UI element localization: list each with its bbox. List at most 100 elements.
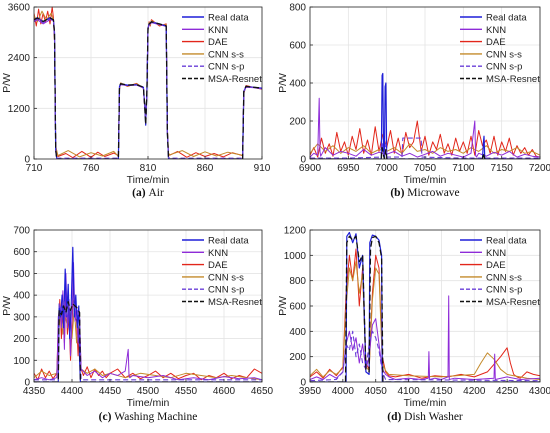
y-axis-label: P/W (1, 296, 13, 316)
caption-letter: (b) (390, 187, 407, 199)
y-tick-label: 0 (24, 155, 30, 166)
y-tick-label: 0 (300, 378, 306, 389)
series-line-cnn_ss (310, 143, 540, 156)
x-tick-label: 710 (26, 163, 43, 174)
legend-label: MSA-Resnet (208, 297, 262, 308)
y-tick-label: 200 (289, 117, 306, 128)
series-line-msa (310, 235, 540, 382)
series-line-cnn_sp (34, 294, 262, 381)
y-tick-label: 1200 (284, 226, 307, 237)
y-tick-label: 800 (289, 276, 306, 287)
series-line-msa (34, 301, 262, 382)
legend-label: CNN s-s (208, 49, 244, 60)
x-tick-label: 4300 (529, 386, 550, 397)
legend-label: Real data (208, 236, 249, 247)
y-tick-label: 400 (289, 327, 306, 338)
legend-label: DAE (208, 260, 228, 271)
series-group (34, 6, 262, 159)
legend-label: CNN s-p (208, 62, 244, 73)
caption-text: Air (148, 187, 164, 199)
chart-panel-3: 3950 4000 4050 4100 4150 4200 4250 4300 0 200 400 6… (277, 226, 550, 424)
x-tick-label: 4500 (137, 386, 160, 397)
y-tick-label: 0 (300, 155, 306, 166)
legend-label: CNN s-s (486, 272, 522, 283)
y-tick-label: 600 (289, 41, 306, 52)
y-axis-label: P/W (277, 73, 289, 93)
legend-label: Real data (208, 13, 249, 24)
legend-label: KNN (486, 248, 506, 259)
series-line-msa (310, 146, 540, 159)
legend-label: KNN (208, 248, 228, 259)
legend-label: CNN s-p (486, 285, 522, 296)
legend-label: KNN (208, 25, 228, 36)
x-tick-label: 4450 (99, 386, 122, 397)
legend-label: DAE (486, 37, 506, 48)
series-group (34, 246, 262, 382)
legend-label: MSA-Resnet (486, 74, 540, 85)
y-tick-label: 400 (13, 291, 30, 302)
series-group (310, 231, 540, 382)
y-tick-label: 700 (13, 226, 30, 237)
legend-label: CNN s-s (208, 272, 244, 283)
series-line-knn (310, 295, 540, 380)
x-tick-label: 6950 (337, 163, 360, 174)
chart-panel-1: 6900 6950 7000 7050 7100 7150 7200 0 200 400 600 80… (277, 3, 550, 200)
y-tick-label: 400 (289, 79, 306, 90)
legend-label: MSA-Resnet (208, 74, 262, 85)
x-tick-label: 7000 (376, 163, 399, 174)
x-tick-label: 810 (140, 163, 157, 174)
y-tick-label: 600 (289, 302, 306, 313)
panel-caption: (d) Dish Washer (387, 411, 463, 423)
panel-caption: (b) Microwave (390, 187, 459, 199)
series-line-dae (310, 120, 540, 158)
panel-caption: (a) Air (132, 187, 164, 199)
caption-text: Washing Machine (114, 411, 197, 423)
series-line-real (34, 246, 262, 382)
caption-letter: (a) (132, 187, 148, 199)
x-tick-label: 4650 (251, 386, 274, 397)
x-tick-label: 4250 (496, 386, 519, 397)
legend-label: Real data (486, 13, 527, 24)
y-tick-label: 600 (13, 247, 30, 258)
legend-label: DAE (486, 260, 506, 271)
x-axis-label: Time/min (127, 397, 170, 409)
panel-caption: (c) Washing Machine (99, 411, 198, 423)
legend-label: CNN s-p (208, 285, 244, 296)
series-line-cnn_sp (310, 330, 540, 382)
y-tick-label: 200 (289, 352, 306, 363)
legend-label: CNN s-s (486, 49, 522, 60)
legend-label: CNN s-p (486, 62, 522, 73)
x-tick-label: 4150 (430, 386, 453, 397)
x-tick-label: 4600 (213, 386, 236, 397)
y-tick-label: 500 (13, 269, 30, 280)
x-tick-label: 7050 (414, 163, 437, 174)
legend-label: Real data (486, 236, 527, 247)
x-tick-label: 910 (254, 163, 271, 174)
x-tick-label: 7200 (529, 163, 550, 174)
x-tick-label: 4550 (175, 386, 198, 397)
x-tick-label: 3950 (299, 386, 322, 397)
x-axis-label: Time/min (404, 397, 447, 409)
x-tick-label: 4000 (332, 386, 355, 397)
x-tick-label: 4100 (397, 386, 420, 397)
x-tick-label: 4350 (23, 386, 46, 397)
y-axis-label: P/W (277, 296, 289, 316)
chart-panel-2: 4350 4400 4450 4500 4550 4600 4650 0 100 200 300 40… (1, 226, 274, 424)
legend-label: MSA-Resnet (486, 297, 540, 308)
legend-label: DAE (208, 37, 228, 48)
y-tick-label: 0 (24, 378, 30, 389)
x-tick-label: 7150 (491, 163, 514, 174)
x-tick-label: 7100 (452, 163, 475, 174)
x-tick-label: 4200 (463, 386, 486, 397)
caption-letter: (d) (387, 411, 404, 423)
y-axis-label: P/W (1, 73, 13, 93)
y-tick-label: 300 (13, 312, 30, 323)
series-line-knn (310, 97, 540, 158)
y-tick-label: 200 (13, 334, 30, 345)
x-axis-label: Time/min (127, 174, 170, 186)
